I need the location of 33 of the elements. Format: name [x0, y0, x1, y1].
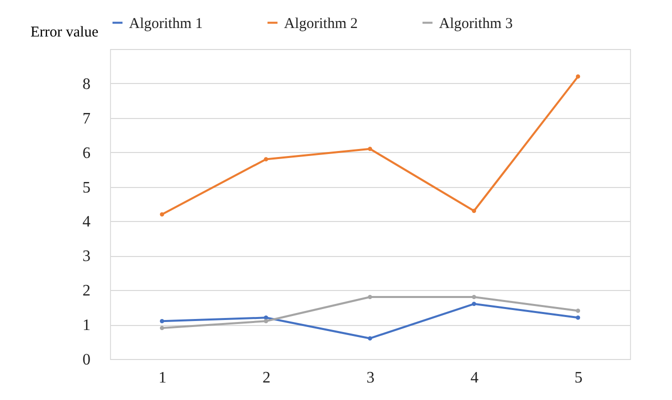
- x-tick-label: 5: [574, 370, 582, 386]
- legend-label: Algorithm 2: [284, 16, 358, 32]
- y-tick-label: 3: [82, 248, 90, 266]
- y-tick-label: 8: [82, 76, 90, 93]
- point: [264, 157, 268, 162]
- x-tick-label: 4: [470, 370, 478, 386]
- y-axis-title: Error value: [30, 24, 99, 40]
- point: [472, 294, 476, 300]
- y-tick-label: 5: [82, 179, 90, 196]
- y-tick-label: 0: [82, 352, 90, 368]
- point: [576, 316, 580, 320]
- point: [472, 302, 476, 306]
- y-tick-label: 7: [82, 110, 90, 128]
- y-tick-label: 6: [82, 144, 90, 162]
- legend-label: Algorithm 1: [129, 16, 203, 32]
- point: [368, 336, 372, 340]
- point: [160, 212, 164, 216]
- x-tick-label: 1: [158, 370, 166, 386]
- y-tick-label: 1: [82, 317, 90, 334]
- x-tick-label: 3: [366, 370, 374, 386]
- point: [576, 308, 580, 313]
- point: [264, 318, 268, 324]
- y-tick-label: 2: [82, 282, 90, 300]
- point: [264, 316, 268, 320]
- point: [368, 294, 372, 300]
- x-tick-label: 2: [262, 370, 270, 386]
- point: [160, 318, 164, 324]
- y-tick-label: 4: [82, 214, 90, 231]
- point: [368, 146, 372, 152]
- legend-label: Algorithm 3: [439, 16, 513, 32]
- point: [472, 208, 476, 214]
- point: [160, 326, 164, 330]
- point: [576, 74, 580, 79]
